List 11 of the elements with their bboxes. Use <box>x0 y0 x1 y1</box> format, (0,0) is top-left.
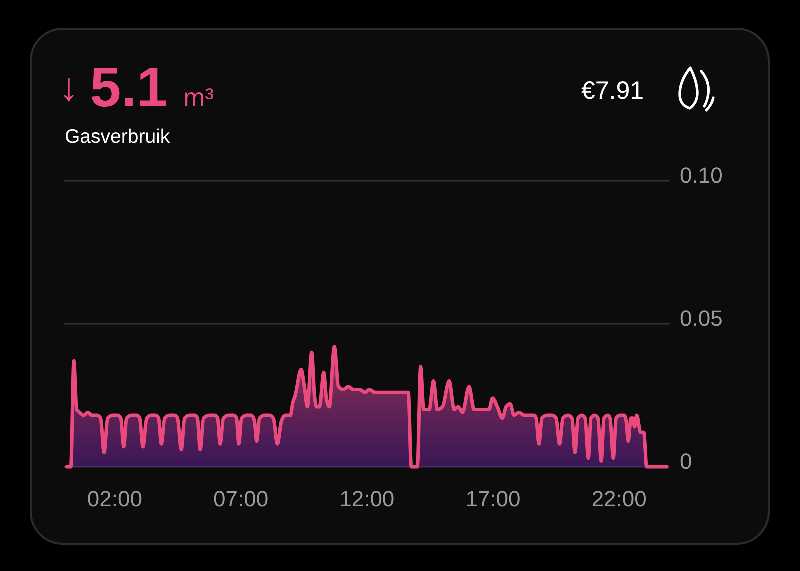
x-tick-label: 22:00 <box>592 486 647 512</box>
x-tick-label: 17:00 <box>466 486 521 512</box>
x-tick-label: 07:00 <box>214 486 269 512</box>
x-tick-label: 02:00 <box>87 486 142 512</box>
y-tick-label: 0 <box>680 449 692 474</box>
x-tick-label: 12:00 <box>340 486 395 512</box>
text: €7.91 <box>581 77 644 105</box>
chart-title: ↓ 5.1 m³ <box>59 56 214 119</box>
y-tick-label: 0.05 <box>680 306 723 332</box>
y-tick-label: 0.10 <box>680 163 723 188</box>
chart-subtitle: Gasverbruik <box>65 126 170 148</box>
